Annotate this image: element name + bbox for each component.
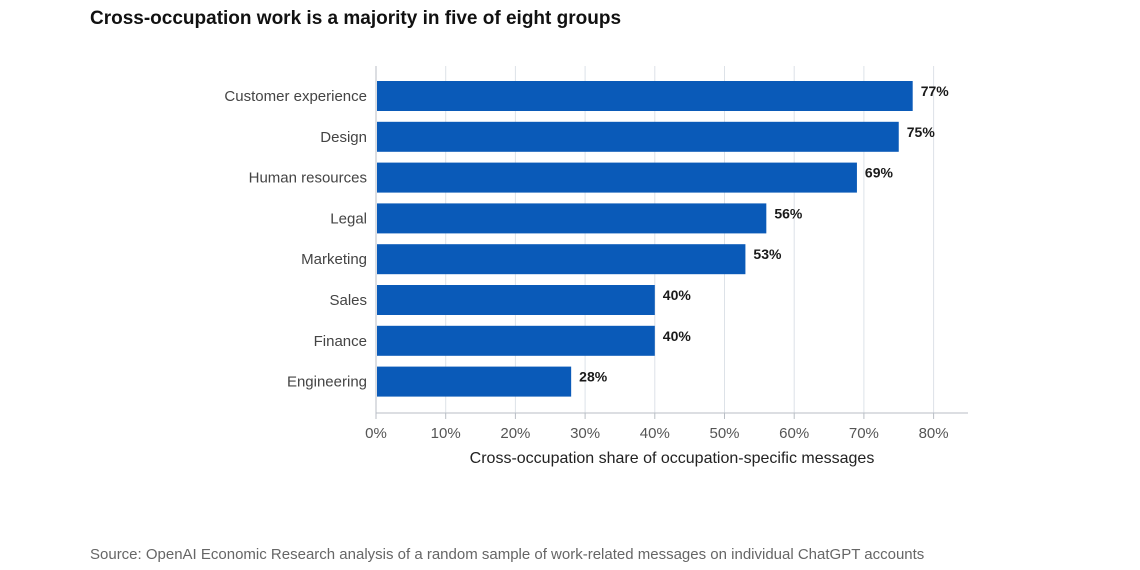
x-tick-label: 80% (919, 425, 949, 442)
x-axis: 0% 10% 20% 30% 40% 50% 60% 70% 80% (365, 66, 968, 442)
x-tick-label: 70% (849, 425, 879, 442)
value-label: 40% (663, 287, 692, 303)
value-label: 40% (663, 328, 692, 344)
value-label: 28% (579, 369, 608, 385)
x-tick-label: 40% (640, 425, 670, 442)
x-axis-title: Cross-occupation share of occupation-spe… (470, 450, 875, 467)
category-label: Sales (329, 292, 367, 309)
category-label: Customer experience (224, 88, 367, 105)
category-label: Design (320, 129, 367, 146)
x-tick-label: 20% (500, 425, 530, 442)
category-label: Human resources (249, 170, 367, 187)
bar (377, 325, 655, 356)
value-label: 77% (921, 83, 950, 99)
x-tick-label: 10% (431, 425, 461, 442)
gridlines (445, 66, 935, 413)
x-tick-label: 60% (779, 425, 809, 442)
value-label: 75% (907, 124, 936, 140)
value-label: 53% (753, 246, 782, 262)
bar (377, 121, 899, 152)
x-tick-label: 0% (365, 425, 387, 442)
category-label: Legal (330, 210, 367, 227)
chart-title: Cross-occupation work is a majority in f… (90, 8, 622, 29)
category-label: Finance (314, 333, 367, 350)
x-tick-label: 30% (570, 425, 600, 442)
bars: Customer experience 77% Design 75% Human res… (224, 81, 949, 397)
value-label: 56% (774, 205, 803, 221)
source-note: Source: OpenAI Economic Research analysi… (90, 546, 925, 563)
x-tick-label: 50% (709, 425, 739, 442)
bar (377, 81, 913, 111)
category-label: Engineering (287, 374, 367, 391)
value-label: 69% (865, 165, 894, 181)
bar (377, 244, 746, 275)
bar (377, 162, 857, 193)
category-label: Marketing (301, 251, 367, 268)
bar (377, 285, 655, 315)
bar (377, 366, 572, 397)
bar (377, 203, 767, 234)
